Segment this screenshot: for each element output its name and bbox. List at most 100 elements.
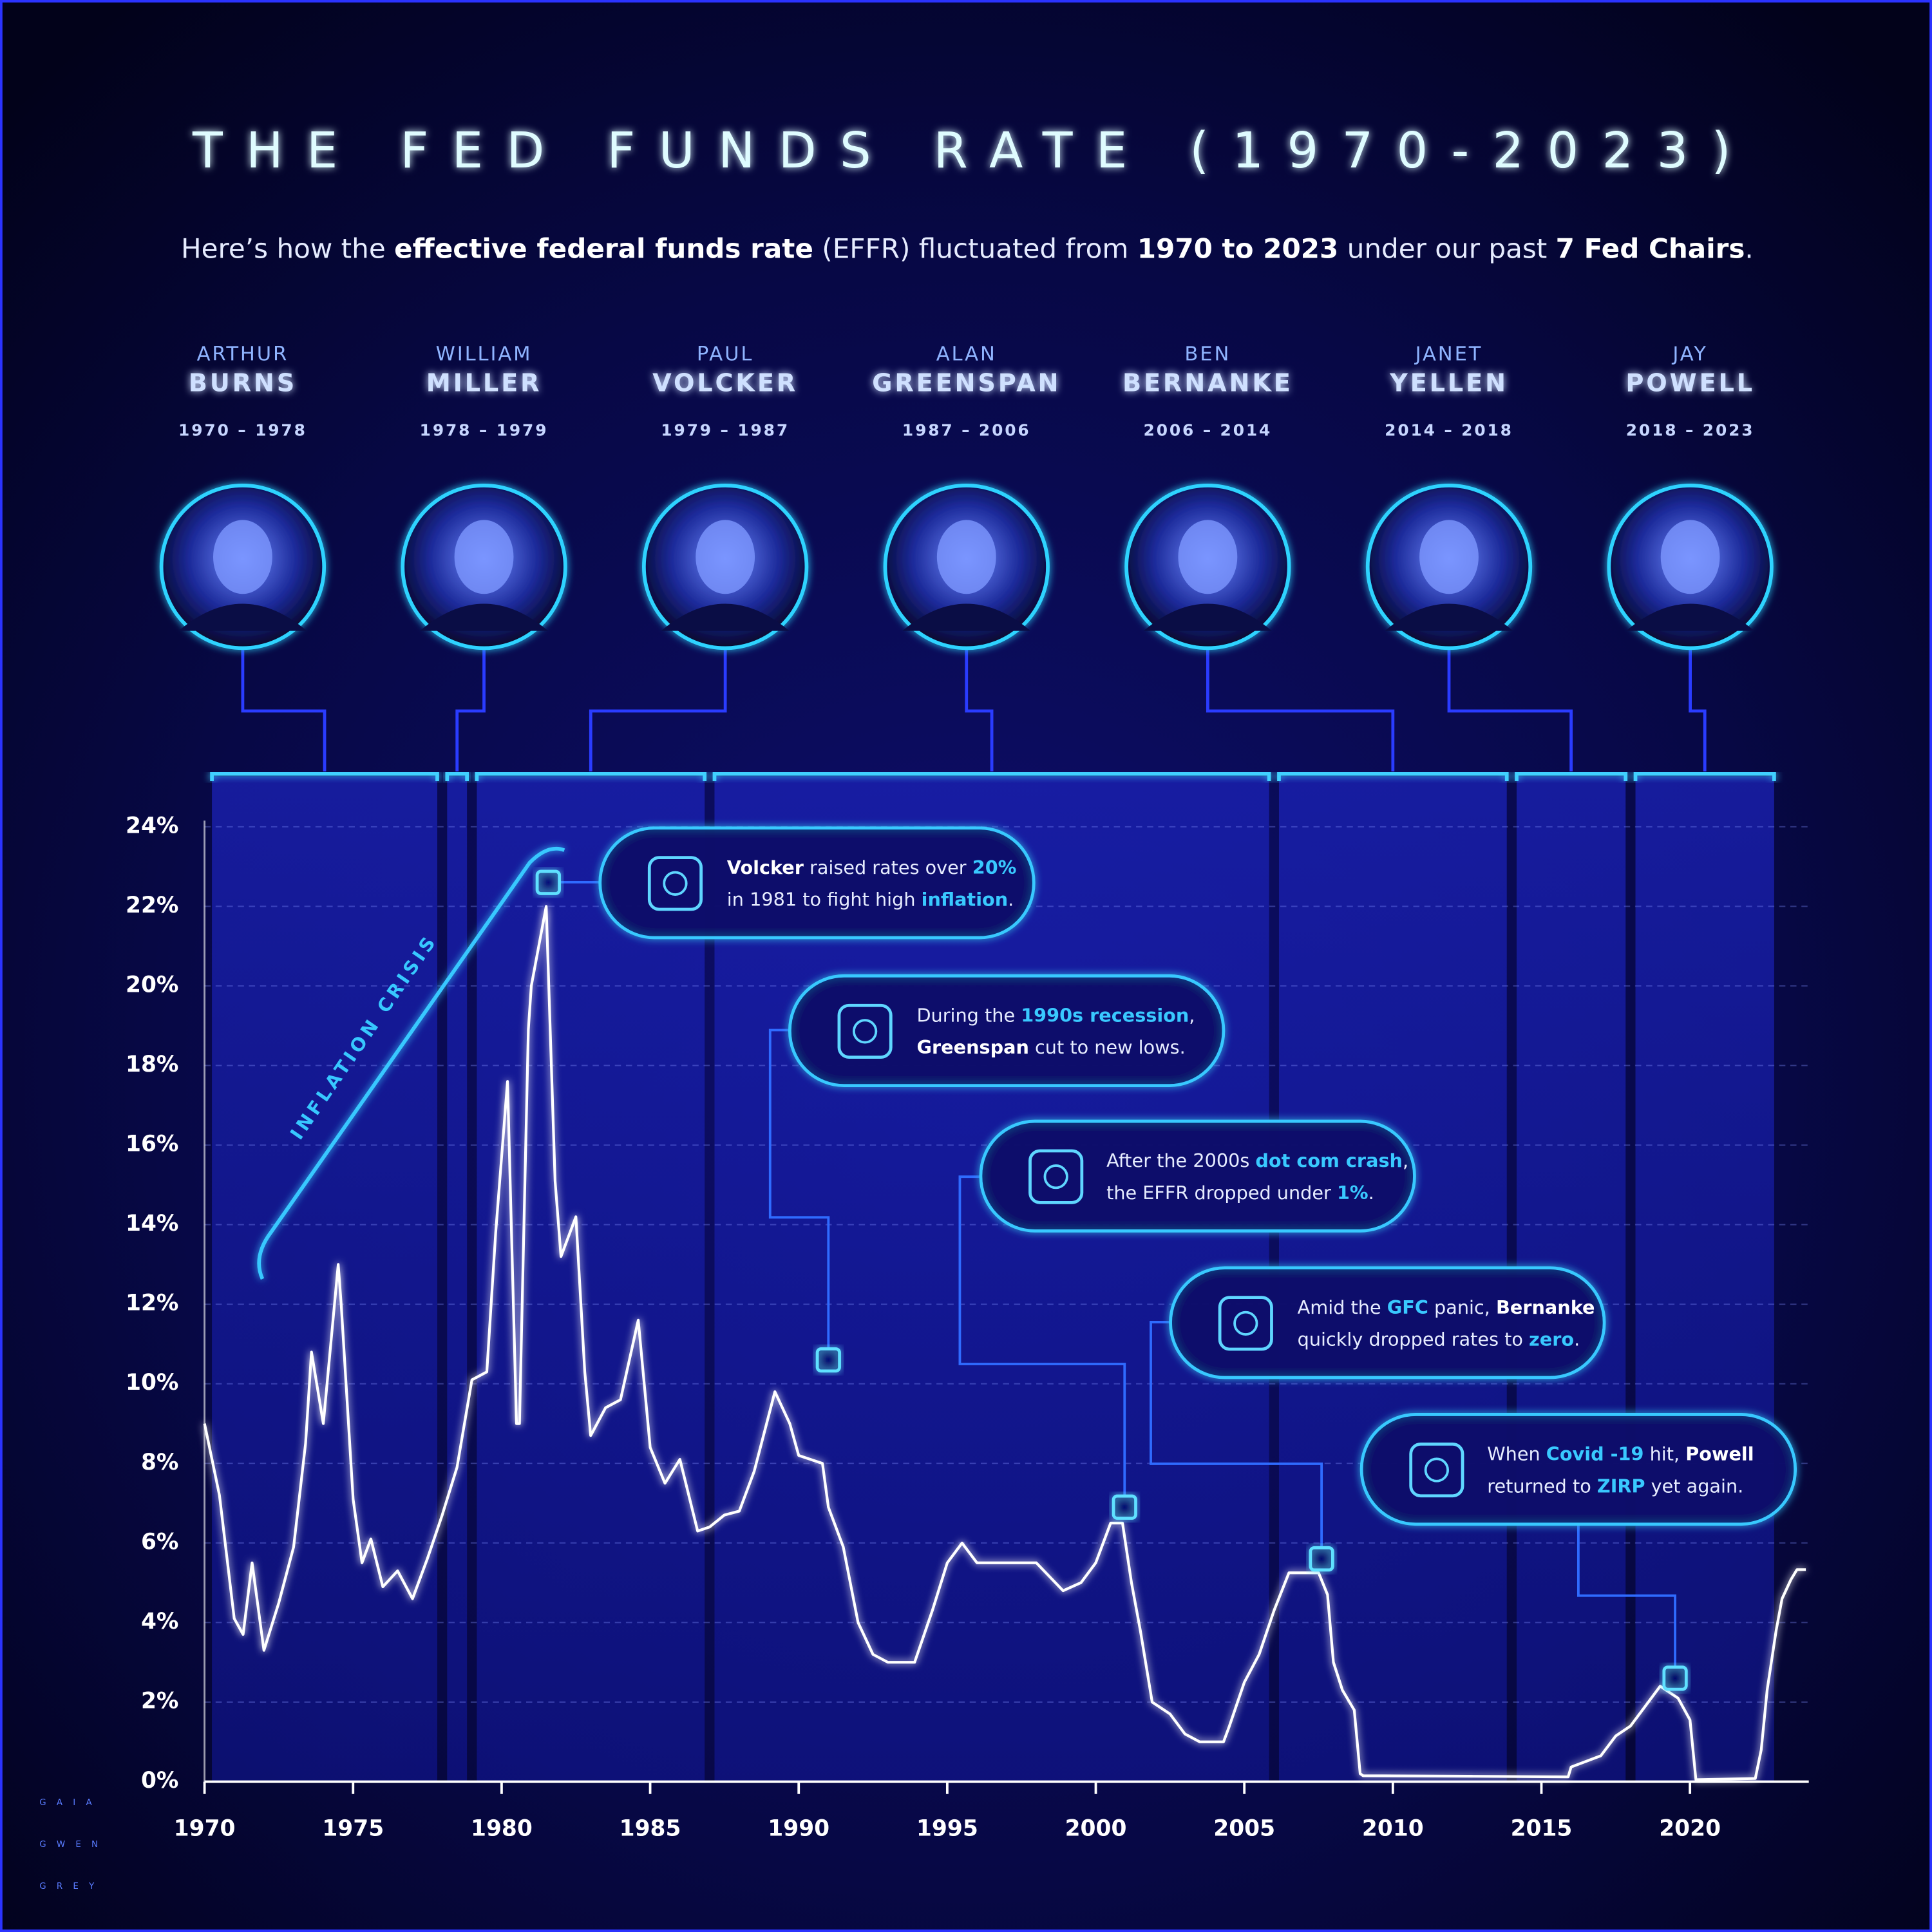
portrait-shoulders [1385, 603, 1513, 631]
callout-connector [768, 1028, 830, 1349]
callout-text-part: in 1981 to fight high [727, 889, 922, 911]
callout-marker [1309, 1546, 1334, 1572]
y-tick-label: 12% [126, 1291, 178, 1316]
y-tick-label: 20% [126, 972, 178, 998]
period-bracket [257, 846, 565, 1280]
y-tick-label: 16% [126, 1132, 178, 1157]
callout-box [979, 1119, 1416, 1233]
chair-first-name: JAY [1671, 343, 1707, 366]
callout-text-part: . [1368, 1182, 1374, 1204]
callout-text-part: Volcker [727, 857, 804, 878]
chair-connector [455, 649, 486, 772]
subtitle-part: 1970 to 2023 [1137, 232, 1339, 264]
x-tick-label: 1970 [174, 1816, 236, 1842]
y-tick-label: 22% [126, 893, 178, 918]
band-bracket [445, 772, 469, 782]
chair-last-name: MILLER [426, 368, 542, 397]
callout-text-part: , [1403, 1150, 1408, 1171]
chair-years: 2014 – 2018 [1385, 421, 1513, 440]
callout-text: Greenspan cut to new lows. [916, 1036, 1185, 1058]
portrait-shoulders [420, 603, 549, 631]
chair-last-name: BURNS [189, 368, 297, 397]
callout-text-part: inflation [922, 889, 1009, 911]
callout-box [1359, 1413, 1797, 1526]
subtitle-part: (EFFR) fluctuated from [813, 232, 1137, 264]
callout-connector [958, 1175, 1126, 1497]
callout-connector [1150, 1321, 1323, 1548]
band-bracket [210, 772, 439, 782]
chair-years: 1987 – 2006 [902, 421, 1031, 440]
callout-icon-dot [852, 1019, 878, 1044]
callout-text: During the 1990s recession, [916, 1004, 1195, 1026]
subtitle-part: under our past [1338, 232, 1555, 264]
callout-text-part: . [1008, 889, 1014, 911]
callout-icon-dot [1043, 1164, 1068, 1189]
chair-last-name: POWELL [1625, 368, 1755, 397]
subtitle-part: 7 Fed Chairs [1556, 232, 1745, 264]
callout-text-part: zero [1529, 1329, 1574, 1350]
callout-text: returned to ZIRP yet again. [1487, 1475, 1743, 1497]
chair-first-name: WILLIAM [436, 343, 533, 366]
portrait-shoulders [1626, 603, 1755, 631]
callout-text: the EFFR dropped under 1%. [1106, 1182, 1374, 1204]
y-tick-label: 0% [141, 1768, 178, 1794]
chair-years: 1979 – 1987 [661, 421, 790, 440]
subtitle-part: . [1745, 232, 1753, 264]
y-tick-label: 8% [141, 1450, 178, 1475]
subtitle: Here’s how the effective federal funds r… [181, 232, 1754, 264]
chair-first-name: BEN [1184, 343, 1231, 366]
callout-text-part: Covid -19 [1546, 1443, 1644, 1465]
callout-text-part: During the [916, 1004, 1021, 1026]
portrait-shoulders [661, 603, 790, 631]
callout-text-part: Powell [1685, 1443, 1754, 1465]
subtitle-part: effective federal funds rate [394, 232, 813, 264]
band-bracket [712, 772, 1271, 782]
subtitle-part: Here’s how the [181, 232, 394, 264]
portrait-head [936, 520, 996, 594]
portrait-head [1178, 520, 1238, 594]
callout-text: Amid the GFC panic, Bernanke [1298, 1296, 1595, 1318]
credit: GAIA [39, 1798, 102, 1808]
callout-text-part: When [1487, 1443, 1546, 1465]
y-tick-label: 6% [141, 1529, 178, 1555]
y-tick-label: 18% [126, 1052, 178, 1077]
x-tick-label: 2015 [1511, 1816, 1573, 1842]
callout-text-part: returned to [1487, 1475, 1597, 1497]
callout-text-part: GFC [1387, 1296, 1428, 1318]
callout-text-part: Greenspan [916, 1036, 1028, 1058]
callout-text-part: , [1189, 1004, 1195, 1026]
rate-line [203, 905, 1806, 1781]
callout-marker [1112, 1494, 1137, 1520]
chair-band [714, 776, 1269, 1782]
chair-last-name: YELLEN [1389, 368, 1508, 397]
band-bracket [1277, 772, 1509, 782]
chair-years: 2018 – 2023 [1626, 421, 1755, 440]
chair-band [212, 776, 437, 1782]
chart-title: THE FED FUNDS RATE (1970-2023) [192, 122, 1754, 180]
chair-connector [1689, 649, 1707, 772]
callout-text-part: the EFFR dropped under [1106, 1182, 1337, 1204]
x-tick-label: 1980 [471, 1816, 533, 1842]
callout-text-part: cut to new lows. [1029, 1036, 1186, 1058]
callout-box [788, 974, 1226, 1087]
chair-connector [241, 649, 327, 772]
callout-marker [815, 1347, 841, 1373]
portrait-head [696, 520, 755, 594]
portrait-head [1419, 520, 1479, 594]
band-bracket [475, 772, 707, 782]
callout-text-part: ZIRP [1597, 1475, 1645, 1497]
portrait-head [454, 520, 514, 594]
chair-first-name: ALAN [936, 343, 997, 366]
portrait-shoulders [178, 603, 307, 631]
x-tick-label: 2005 [1213, 1816, 1275, 1842]
credit: GREY [39, 1882, 104, 1891]
chair-last-name: VOLCKER [652, 368, 798, 397]
band-bracket [1515, 772, 1628, 782]
portrait-head [213, 520, 272, 594]
y-tick-label: 4% [141, 1609, 178, 1634]
chair-band [447, 776, 468, 1782]
callout-box [598, 826, 1036, 940]
callout-marker [535, 869, 561, 895]
chair-connector [965, 649, 994, 772]
